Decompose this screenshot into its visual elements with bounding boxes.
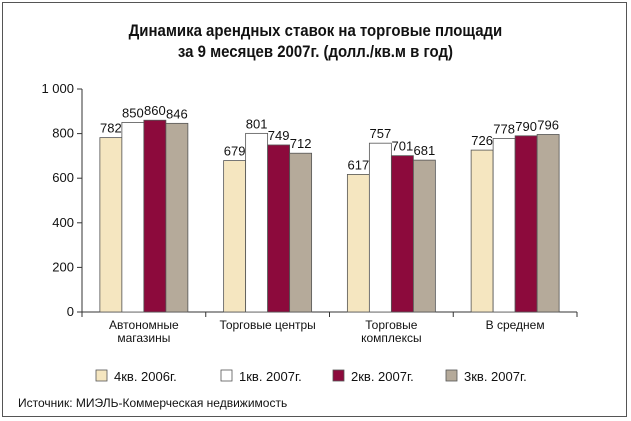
bar <box>121 122 145 313</box>
legend-label: 2кв. 2007г. <box>351 369 414 384</box>
bar-value-label: 790 <box>515 119 537 134</box>
bar-value-label: 679 <box>224 144 246 159</box>
bar <box>99 137 123 313</box>
category-label: магазины <box>117 331 170 345</box>
bar-value-label: 749 <box>268 128 290 143</box>
legend-swatch <box>220 369 233 382</box>
bar <box>368 142 392 313</box>
y-tick-label: 400 <box>52 215 74 230</box>
y-tick-label: 200 <box>52 259 74 274</box>
legend-label: 4кв. 2006г. <box>114 369 177 384</box>
bar <box>223 160 247 313</box>
category-label: Автономные <box>109 318 179 332</box>
bar-value-label: 860 <box>144 103 166 118</box>
source-note: Источник: МИЭЛЬ-Коммерческая недвижимост… <box>18 396 288 410</box>
bar-value-label: 617 <box>348 157 370 172</box>
bar-value-label: 712 <box>290 136 312 151</box>
bar-value-label: 701 <box>392 139 414 154</box>
category-label: Торговые <box>365 318 418 332</box>
bar-value-label: 757 <box>370 126 392 141</box>
bar <box>492 138 516 313</box>
bar-value-label: 726 <box>471 133 493 148</box>
bar <box>412 159 436 313</box>
bar-value-label: 846 <box>166 106 188 121</box>
bar <box>536 134 560 313</box>
bar <box>143 119 167 313</box>
bar-value-label: 850 <box>122 105 144 120</box>
legend-label: 1кв. 2007г. <box>239 369 302 384</box>
bar <box>245 132 269 313</box>
y-tick-label: 0 <box>67 304 74 319</box>
bar <box>514 135 538 313</box>
bar-value-label: 796 <box>537 117 559 132</box>
bar <box>470 149 494 313</box>
bar-value-label: 778 <box>493 122 515 137</box>
bar-value-label: 801 <box>246 116 268 131</box>
bar <box>267 144 291 313</box>
bar <box>289 152 313 313</box>
category-label: Торговые центры <box>219 318 315 332</box>
bar <box>165 122 189 313</box>
category-label: В среднем <box>486 318 545 332</box>
y-tick-label: 800 <box>52 126 74 141</box>
legend-swatch <box>95 369 108 382</box>
legend-label: 3кв. 2007г. <box>464 369 527 384</box>
chart-title-line-1: Динамика арендных ставок на торговые пло… <box>128 21 503 40</box>
legend-swatch <box>445 369 458 382</box>
bar <box>346 174 370 313</box>
bar-value-label: 681 <box>414 143 436 158</box>
legend-swatch <box>332 369 345 382</box>
bar-value-label: 782 <box>100 121 122 136</box>
y-tick-label: 1 000 <box>41 81 74 96</box>
y-tick-label: 600 <box>52 170 74 185</box>
bar <box>390 155 414 313</box>
category-label: комплексы <box>361 331 422 345</box>
chart-title: Динамика арендных ставок на торговые пло… <box>38 20 593 62</box>
chart-title-line-2: за 9 месяцев 2007г. (долл./кв.м в год) <box>177 42 453 61</box>
